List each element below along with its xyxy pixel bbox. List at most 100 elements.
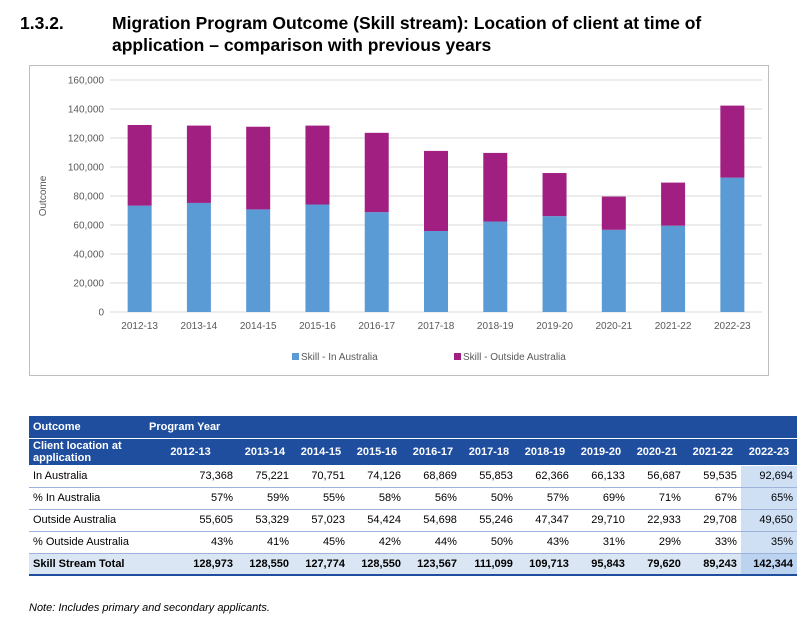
table-header-row: Client location at application 2012-13 201…: [29, 438, 797, 466]
x-tick-label: 2021-22: [655, 321, 692, 332]
bar-outside-australia: [305, 125, 330, 205]
x-tick-label: 2019-20: [536, 321, 573, 332]
row-label: Outside Australia: [29, 509, 144, 532]
legend-label: Skill - Outside Australia: [463, 352, 566, 363]
table-cell: 58%: [348, 487, 405, 510]
table-cell: 54,424: [348, 509, 405, 532]
total-cell: 142,344: [740, 552, 797, 576]
x-tick-label: 2014-15: [240, 321, 277, 332]
header-year: 2013-14: [237, 438, 293, 466]
table-cell: 68,869: [404, 465, 461, 488]
table-cell: 43%: [144, 531, 237, 554]
header-outcome: Outcome: [29, 416, 144, 439]
total-cell: 128,550: [237, 552, 293, 576]
stacked-bar-chart: 0 20,000 40,000 60,000 80,000 100,000 120,000 1…: [29, 65, 769, 376]
header-year: 2015-16: [348, 438, 405, 466]
table-row: Outside Australia 55,605 53,329 57,023 54,42…: [29, 509, 797, 532]
header-year: 2014-15: [292, 438, 349, 466]
bar-outside-australia: [483, 152, 508, 222]
bar-in-australia: [661, 225, 686, 312]
y-tick-label: 20,000: [73, 279, 104, 290]
table-cell: 57%: [516, 487, 573, 510]
header-year: 2012-13: [144, 438, 237, 466]
bar-in-australia: [127, 205, 152, 312]
table-cell: 29,710: [572, 509, 629, 532]
table-cell: 31%: [572, 531, 629, 554]
x-tick-label: 2022-23: [714, 321, 751, 332]
table-cell: 49,650: [740, 509, 797, 532]
table-cell: 44%: [404, 531, 461, 554]
bar-outside-australia: [246, 126, 271, 210]
total-cell: 128,973: [144, 552, 237, 576]
total-label: Skill Stream Total: [29, 552, 144, 576]
bar-in-australia: [483, 221, 508, 312]
legend-swatch: [292, 353, 299, 360]
table-cell: 67%: [684, 487, 741, 510]
footnote: Note: Includes primary and secondary app…: [29, 602, 270, 614]
header-blank: [740, 416, 797, 439]
table-cell: 55,605: [144, 509, 237, 532]
bar-outside-australia: [542, 173, 567, 217]
header-blank: [516, 416, 573, 439]
total-cell: 109,713: [516, 552, 573, 576]
header-year: 2021-22: [684, 438, 741, 466]
table-cell: 59,535: [684, 465, 741, 488]
table-cell: 50%: [460, 487, 517, 510]
table-row: % In Australia 57% 59% 55% 58% 56% 50% 57% 69% 71…: [29, 487, 797, 510]
table-cell: 70,751: [292, 465, 349, 488]
total-cell: 89,243: [684, 552, 741, 576]
y-tick-label: 100,000: [68, 163, 105, 174]
table-cell: 53,329: [237, 509, 293, 532]
table-cell: 35%: [740, 531, 797, 554]
header-year: 2019-20: [572, 438, 629, 466]
table-cell: 43%: [516, 531, 573, 554]
table-cell: 56,687: [628, 465, 685, 488]
row-label: % In Australia: [29, 487, 144, 510]
header-year: 2018-19: [516, 438, 573, 466]
table-row: % Outside Australia 43% 41% 45% 42% 44% 50% 43%…: [29, 531, 797, 554]
header-year: 2020-21: [628, 438, 685, 466]
bar-outside-australia: [127, 124, 152, 206]
table-cell: 54,698: [404, 509, 461, 532]
header-blank: [404, 416, 461, 439]
table-cell: 33%: [684, 531, 741, 554]
bar-in-australia: [246, 209, 271, 312]
total-cell: 123,567: [404, 552, 461, 576]
y-tick-label: 40,000: [73, 250, 104, 261]
table-cell: 55,246: [460, 509, 517, 532]
table-cell: 75,221: [237, 465, 293, 488]
x-tick-label: 2013-14: [181, 321, 218, 332]
table-cell: 66,133: [572, 465, 629, 488]
bar-in-australia: [720, 177, 745, 312]
section-title: Migration Program Outcome (Skill stream)…: [112, 13, 702, 55]
table-cell: 69%: [572, 487, 629, 510]
y-tick-label: 0: [98, 308, 104, 319]
x-tick-label: 2017-18: [418, 321, 455, 332]
header-blank: [628, 416, 685, 439]
total-cell: 127,774: [292, 552, 349, 576]
bar-outside-australia: [186, 125, 211, 203]
table-cell: 22,933: [628, 509, 685, 532]
table-cell: 29,708: [684, 509, 741, 532]
header-blank: [572, 416, 629, 439]
bar-outside-australia: [601, 196, 626, 230]
table-total-row: Skill Stream Total 128,973 128,550 127,774 1…: [29, 552, 797, 576]
total-cell: 111,099: [460, 552, 517, 576]
x-tick-label: 2015-16: [299, 321, 336, 332]
header-client-location: Client location at application: [29, 438, 144, 466]
header-blank: [237, 416, 293, 439]
table-cell: 45%: [292, 531, 349, 554]
bar-in-australia: [305, 204, 330, 312]
y-axis-label: Outcome: [38, 175, 49, 216]
x-tick-label: 2018-19: [477, 321, 514, 332]
table-cell: 62,366: [516, 465, 573, 488]
table-header-row: Outcome Program Year: [29, 416, 797, 439]
y-tick-label: 160,000: [68, 76, 105, 87]
table-cell: 71%: [628, 487, 685, 510]
bar-in-australia: [601, 229, 626, 312]
header-blank: [292, 416, 349, 439]
table-cell: 55%: [292, 487, 349, 510]
x-tick-label: 2020-21: [595, 321, 632, 332]
header-blank: [348, 416, 405, 439]
bar-in-australia: [364, 212, 389, 312]
